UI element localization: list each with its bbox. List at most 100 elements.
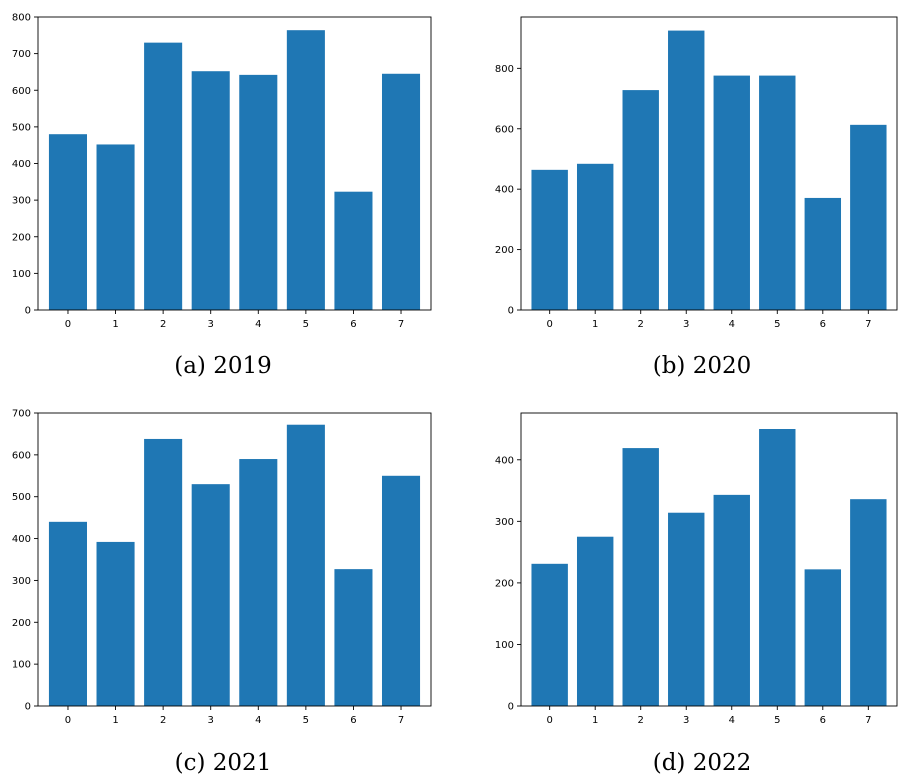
y-tick-label-1-4: 800 bbox=[495, 64, 514, 75]
bar-2-3 bbox=[191, 484, 230, 706]
bar-0-4 bbox=[239, 74, 278, 311]
x-tick-label-1-1: 1 bbox=[592, 319, 598, 330]
chart-caption-0: (a) 2019 bbox=[174, 353, 272, 379]
bar-2-1 bbox=[96, 541, 135, 706]
bar-1-5 bbox=[759, 75, 796, 310]
y-tick-label-0-6: 600 bbox=[12, 86, 31, 97]
bar-1-4 bbox=[713, 75, 750, 310]
bar-3-5 bbox=[759, 429, 796, 706]
x-tick-label-0-5: 5 bbox=[303, 319, 309, 330]
bar-3-3 bbox=[668, 512, 705, 706]
y-tick-label-3-0: 0 bbox=[508, 702, 514, 713]
y-tick-label-2-2: 200 bbox=[12, 618, 31, 629]
x-tick-label-3-2: 2 bbox=[638, 715, 644, 726]
bar-0-2 bbox=[144, 42, 183, 310]
y-tick-label-2-4: 400 bbox=[12, 534, 31, 545]
y-tick-label-0-8: 800 bbox=[12, 13, 31, 24]
y-tick-label-2-3: 300 bbox=[12, 576, 31, 587]
bar-3-4 bbox=[713, 494, 750, 706]
x-tick-label-1-3: 3 bbox=[683, 319, 689, 330]
y-tick-label-0-7: 700 bbox=[12, 49, 31, 60]
x-tick-label-2-3: 3 bbox=[208, 715, 214, 726]
chart-panel-0: 0 100 200 300 400 500 600 700 800 0 1 2 3 4 5 6 7 (a) 201… bbox=[12, 13, 432, 379]
x-tick-label-2-4: 4 bbox=[255, 715, 261, 726]
x-tick-label-2-5: 5 bbox=[303, 715, 309, 726]
bar-0-6 bbox=[334, 191, 373, 310]
bar-3-0 bbox=[531, 563, 568, 706]
x-tick-label-3-7: 7 bbox=[865, 715, 871, 726]
bar-2-5 bbox=[286, 424, 325, 706]
bar-3-2 bbox=[622, 448, 659, 706]
chart-caption-1: (b) 2020 bbox=[653, 353, 752, 379]
x-tick-label-2-1: 1 bbox=[112, 715, 118, 726]
bar-2-7 bbox=[381, 475, 421, 706]
x-tick-label-0-6: 6 bbox=[350, 319, 356, 330]
x-tick-label-3-0: 0 bbox=[546, 715, 552, 726]
y-tick-label-3-4: 400 bbox=[495, 455, 514, 466]
y-tick-label-2-1: 100 bbox=[12, 660, 31, 671]
bar-2-6 bbox=[334, 569, 373, 706]
x-tick-label-3-1: 1 bbox=[592, 715, 598, 726]
y-tick-label-2-7: 700 bbox=[12, 409, 31, 420]
bar-1-2 bbox=[622, 90, 659, 310]
x-tick-label-0-3: 3 bbox=[208, 319, 214, 330]
bar-2-0 bbox=[48, 521, 87, 706]
bar-1-7 bbox=[850, 124, 887, 310]
y-tick-label-2-5: 500 bbox=[12, 492, 31, 503]
bar-1-1 bbox=[576, 163, 614, 310]
x-tick-label-2-7: 7 bbox=[398, 715, 404, 726]
y-tick-label-1-0: 0 bbox=[508, 306, 514, 317]
x-tick-label-3-6: 6 bbox=[820, 715, 826, 726]
y-tick-label-0-3: 300 bbox=[12, 196, 31, 207]
x-tick-label-2-2: 2 bbox=[160, 715, 166, 726]
x-tick-label-2-0: 0 bbox=[65, 715, 71, 726]
y-tick-label-0-2: 200 bbox=[12, 232, 31, 243]
bar-0-7 bbox=[381, 73, 421, 311]
x-tick-label-1-0: 0 bbox=[546, 319, 552, 330]
y-tick-label-3-2: 200 bbox=[495, 578, 514, 589]
chart-panel-3: 0 100 200 300 400 0 1 2 3 4 5 6 7 (d) 2022 bbox=[495, 412, 898, 775]
chart-caption-3: (d) 2022 bbox=[653, 750, 752, 775]
chart-panel-2: 0 100 200 300 400 500 600 700 0 1 2 3 4 5 6 7 (c) 2021 bbox=[12, 409, 432, 775]
y-tick-label-1-2: 400 bbox=[495, 185, 514, 196]
bar-0-0 bbox=[48, 134, 87, 310]
y-tick-label-1-1: 200 bbox=[495, 245, 514, 256]
y-tick-label-3-3: 300 bbox=[495, 517, 514, 528]
x-tick-label-1-6: 6 bbox=[820, 319, 826, 330]
chart-caption-2: (c) 2021 bbox=[175, 750, 272, 775]
bar-0-1 bbox=[96, 144, 135, 310]
bar-3-1 bbox=[576, 536, 614, 706]
bar-3-6 bbox=[804, 569, 842, 706]
x-tick-label-0-7: 7 bbox=[398, 319, 404, 330]
x-tick-label-3-3: 3 bbox=[683, 715, 689, 726]
bar-2-2 bbox=[144, 438, 183, 706]
bar-0-5 bbox=[286, 30, 325, 310]
x-tick-label-3-4: 4 bbox=[729, 715, 735, 726]
plot-frame-2 bbox=[37, 412, 432, 707]
bar-1-0 bbox=[531, 169, 568, 310]
x-tick-label-1-4: 4 bbox=[729, 319, 735, 330]
bar-2-4 bbox=[239, 459, 278, 706]
plot-frame-1 bbox=[520, 16, 898, 311]
y-tick-label-0-5: 500 bbox=[12, 122, 31, 133]
y-tick-label-3-1: 100 bbox=[495, 640, 514, 651]
bar-0-3 bbox=[191, 71, 230, 311]
y-tick-label-2-0: 0 bbox=[25, 702, 31, 713]
x-tick-label-3-5: 5 bbox=[774, 715, 780, 726]
bar-1-6 bbox=[804, 197, 842, 310]
x-tick-label-0-0: 0 bbox=[65, 319, 71, 330]
x-tick-label-1-7: 7 bbox=[865, 319, 871, 330]
y-tick-label-0-0: 0 bbox=[25, 306, 31, 317]
y-tick-label-1-3: 600 bbox=[495, 124, 514, 135]
plot-frame-3 bbox=[520, 412, 898, 707]
x-tick-label-0-4: 4 bbox=[255, 319, 261, 330]
y-tick-label-2-6: 600 bbox=[12, 450, 31, 461]
y-tick-label-0-4: 400 bbox=[12, 159, 31, 170]
y-tick-label-0-1: 100 bbox=[12, 269, 31, 280]
x-tick-label-0-1: 1 bbox=[112, 319, 118, 330]
x-tick-label-2-6: 6 bbox=[350, 715, 356, 726]
x-tick-label-0-2: 2 bbox=[160, 319, 166, 330]
chart-panel-1: 0 200 400 600 800 0 1 2 3 4 5 6 7 (b) 2020 bbox=[495, 16, 898, 379]
bar-1-3 bbox=[668, 30, 705, 311]
